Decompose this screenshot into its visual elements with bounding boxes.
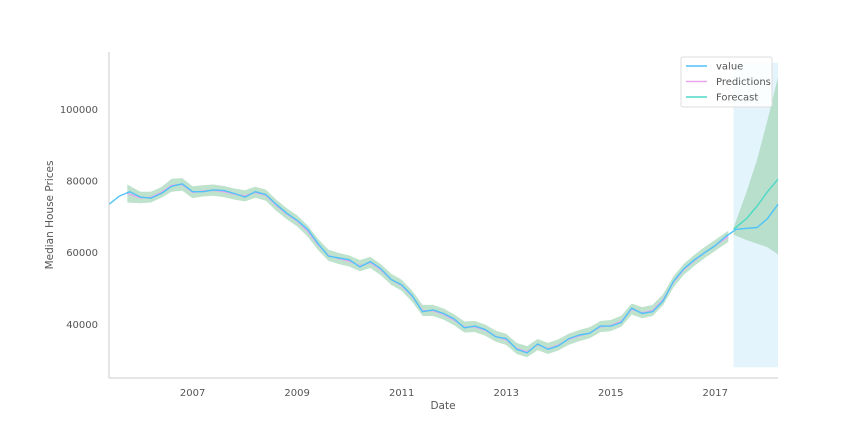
prediction-confidence-band: [127, 178, 729, 358]
legend-box: [680, 56, 773, 108]
y-tick-label: 100000: [60, 105, 98, 116]
y-axis-label: Median House Prices: [44, 161, 56, 270]
y-tick-label: 80000: [66, 176, 98, 187]
series-layer: [108, 178, 779, 354]
confidence-band-layer: [127, 77, 778, 358]
legend-label-predictions: Predictions: [716, 77, 771, 88]
legend-label-value: value: [716, 62, 743, 73]
x-ticks: 2007 2009 2011 2013 2015 2017: [180, 388, 728, 399]
series-line-value: [108, 183, 779, 354]
axes: [108, 52, 778, 379]
x-tick-label: 2013: [493, 388, 518, 399]
y-tick-label: 60000: [66, 248, 98, 259]
series-line-forecast: [733, 178, 779, 230]
x-axis-label: Date: [430, 400, 455, 412]
y-ticks: 40000 60000 80000 100000: [60, 105, 98, 331]
y-tick-label: 40000: [66, 320, 98, 331]
x-tick-label: 2017: [703, 388, 728, 399]
legend: value Predictions Forecast: [680, 56, 773, 108]
x-tick-label: 2007: [180, 388, 205, 399]
x-tick-label: 2011: [389, 388, 414, 399]
legend-label-forecast: Forecast: [716, 93, 758, 104]
x-tick-label: 2009: [284, 388, 309, 399]
x-tick-label: 2015: [598, 388, 623, 399]
series-line-predictions: [127, 183, 729, 353]
forecast-confidence-band: [733, 77, 778, 255]
